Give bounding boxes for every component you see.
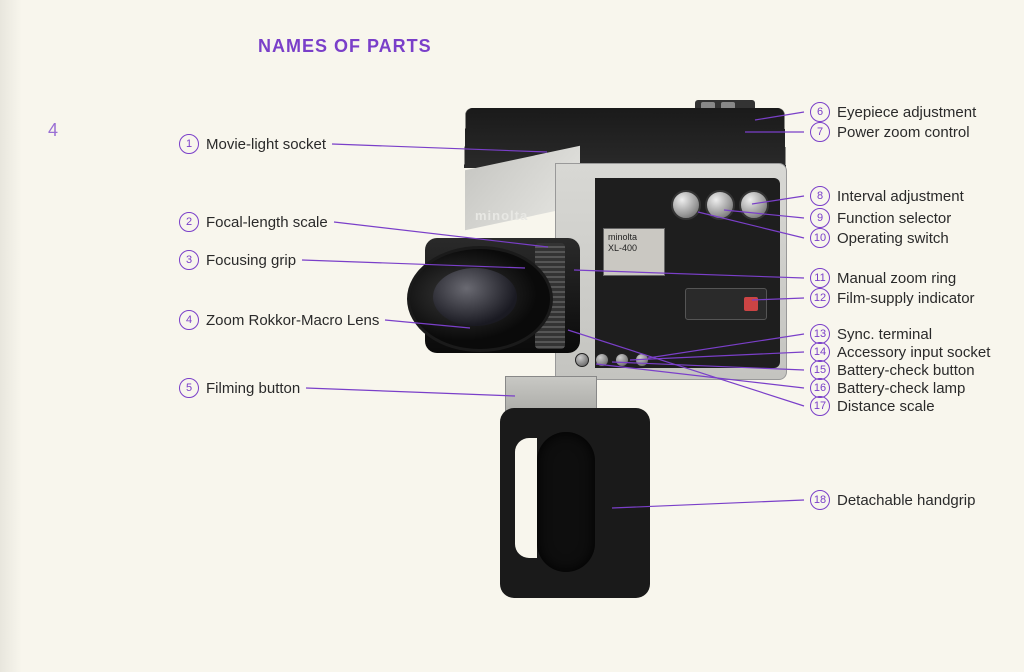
part-label-10: 10 Operating switch bbox=[810, 229, 949, 249]
callout-number-icon: 12 bbox=[810, 288, 830, 308]
part-label-13: 13 Sync. terminal bbox=[810, 325, 932, 345]
grip-column bbox=[537, 432, 595, 572]
part-label-text: Detachable handgrip bbox=[837, 492, 975, 509]
part-label-15: 15 Battery-check button bbox=[810, 361, 975, 381]
callout-number-icon: 13 bbox=[810, 324, 830, 344]
part-label-text: Interval adjustment bbox=[837, 188, 964, 205]
section-title: NAMES OF PARTS bbox=[258, 36, 432, 57]
part-label-text: Battery-check lamp bbox=[837, 380, 965, 397]
page-number: 4 bbox=[48, 120, 58, 141]
part-label-text: Manual zoom ring bbox=[837, 270, 956, 287]
callout-number-icon: 17 bbox=[810, 396, 830, 416]
brand-text: minolta bbox=[475, 208, 528, 223]
knob-1 bbox=[671, 190, 701, 220]
part-label-17: 17 Distance scale bbox=[810, 397, 935, 417]
part-label-11: 11 Manual zoom ring bbox=[810, 269, 956, 289]
callout-number-icon: 4 bbox=[179, 310, 199, 330]
part-label-text: Function selector bbox=[837, 210, 951, 227]
page-binding-edge bbox=[0, 0, 22, 672]
callout-number-icon: 7 bbox=[810, 122, 830, 142]
lens-glass bbox=[433, 268, 517, 326]
model-line1: minolta bbox=[608, 232, 660, 243]
part-label-1: 1 Movie-light socket bbox=[179, 135, 326, 155]
bottom-ports bbox=[575, 353, 675, 371]
part-label-text: Power zoom control bbox=[837, 124, 970, 141]
callout-number-icon: 3 bbox=[179, 250, 199, 270]
grip-cutout bbox=[515, 438, 537, 558]
part-label-text: Distance scale bbox=[837, 398, 935, 415]
callout-number-icon: 8 bbox=[810, 186, 830, 206]
part-label-text: Eyepiece adjustment bbox=[837, 104, 976, 121]
camera-illustration: minolta minolta XL-400 bbox=[395, 108, 795, 608]
part-label-text: Filming button bbox=[206, 380, 300, 397]
part-label-12: 12 Film-supply indicator bbox=[810, 289, 975, 309]
callout-number-icon: 6 bbox=[810, 102, 830, 122]
part-label-14: 14 Accessory input socket bbox=[810, 343, 990, 363]
callout-number-icon: 15 bbox=[810, 360, 830, 380]
part-label-6: 6 Eyepiece adjustment bbox=[810, 103, 976, 123]
part-label-text: Film-supply indicator bbox=[837, 290, 975, 307]
part-label-5: 5 Filming button bbox=[179, 379, 300, 399]
callout-number-icon: 11 bbox=[810, 268, 830, 288]
part-label-text: Sync. terminal bbox=[837, 326, 932, 343]
part-label-text: Focusing grip bbox=[206, 252, 296, 269]
part-label-text: Operating switch bbox=[837, 230, 949, 247]
part-label-text: Accessory input socket bbox=[837, 344, 990, 361]
callout-number-icon: 18 bbox=[810, 490, 830, 510]
callout-number-icon: 10 bbox=[810, 228, 830, 248]
part-label-8: 8 Interval adjustment bbox=[810, 187, 964, 207]
callout-number-icon: 2 bbox=[179, 212, 199, 232]
callout-number-icon: 14 bbox=[810, 342, 830, 362]
knob-2 bbox=[705, 190, 735, 220]
part-label-3: 3 Focusing grip bbox=[179, 251, 296, 271]
part-label-18: 18 Detachable handgrip bbox=[810, 491, 975, 511]
model-line2: XL-400 bbox=[608, 243, 660, 254]
callout-number-icon: 9 bbox=[810, 208, 830, 228]
part-label-2: 2 Focal-length scale bbox=[179, 213, 328, 233]
part-label-16: 16 Battery-check lamp bbox=[810, 379, 965, 399]
part-label-9: 9 Function selector bbox=[810, 209, 951, 229]
part-label-text: Zoom Rokkor-Macro Lens bbox=[206, 312, 379, 329]
part-label-text: Focal-length scale bbox=[206, 214, 328, 231]
knob-3 bbox=[739, 190, 769, 220]
part-label-text: Movie-light socket bbox=[206, 136, 326, 153]
callout-number-icon: 5 bbox=[179, 378, 199, 398]
part-label-text: Battery-check button bbox=[837, 362, 975, 379]
callout-number-icon: 1 bbox=[179, 134, 199, 154]
film-window bbox=[685, 288, 767, 320]
part-label-7: 7 Power zoom control bbox=[810, 123, 970, 143]
part-label-4: 4 Zoom Rokkor-Macro Lens bbox=[179, 311, 379, 331]
callout-number-icon: 16 bbox=[810, 378, 830, 398]
model-plate: minolta XL-400 bbox=[603, 228, 665, 276]
